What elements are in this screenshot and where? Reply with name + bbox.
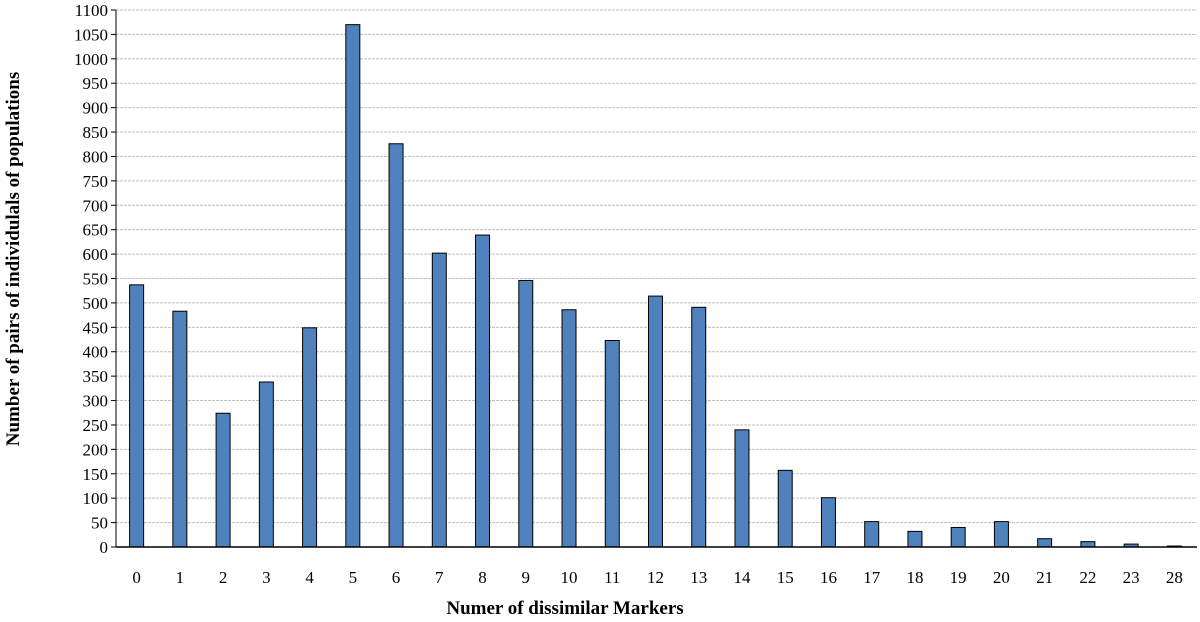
x-tick-label: 3 xyxy=(262,568,271,587)
bar xyxy=(734,429,750,548)
bar xyxy=(648,295,663,548)
bar xyxy=(215,412,231,548)
x-tick-label: 14 xyxy=(733,568,751,587)
y-tick-label: 950 xyxy=(83,74,109,93)
bar xyxy=(691,306,707,548)
bar xyxy=(820,497,836,548)
x-tick-label: 0 xyxy=(132,568,141,587)
bar xyxy=(518,279,534,548)
y-tick-label: 1000 xyxy=(74,50,108,69)
x-tick-label: 22 xyxy=(1079,568,1096,587)
y-tick-label: 500 xyxy=(83,294,109,313)
y-tick-label: 250 xyxy=(83,416,109,435)
x-tick-label: 11 xyxy=(604,568,620,587)
x-tick-label: 23 xyxy=(1123,568,1140,587)
bar xyxy=(129,284,145,548)
bar xyxy=(431,252,447,548)
bar xyxy=(475,234,491,548)
y-tick-label: 1050 xyxy=(74,25,108,44)
bar xyxy=(864,521,880,548)
y-tick-label: 200 xyxy=(83,440,109,459)
bar xyxy=(950,526,966,548)
y-tick-label: 400 xyxy=(83,343,109,362)
bar xyxy=(604,339,620,548)
y-tick-label: 550 xyxy=(83,270,109,289)
x-tick-label: 9 xyxy=(522,568,531,587)
bar xyxy=(172,310,188,548)
x-tick-label: 2 xyxy=(219,568,228,587)
x-tick-label: 16 xyxy=(820,568,837,587)
bar xyxy=(777,469,793,548)
x-tick-label: 20 xyxy=(993,568,1010,587)
y-tick-label: 350 xyxy=(83,367,109,386)
y-tick-label: 800 xyxy=(83,147,109,166)
x-tick-label: 12 xyxy=(647,568,664,587)
x-tick-labels: 0 1 2 3 4 5 6 7 8 9 10 11 12 13 14 15 16 17 18 19 20 21 22 23 28 xyxy=(132,568,1183,587)
y-tick-label: 300 xyxy=(83,392,109,411)
y-tick-label: 650 xyxy=(83,221,109,240)
x-tick-label: 5 xyxy=(349,568,358,587)
x-axis-title: Numer of dissimilar Markers xyxy=(446,598,683,619)
bar xyxy=(1080,541,1096,548)
bar xyxy=(993,521,1009,548)
bar xyxy=(907,530,923,548)
bar xyxy=(1037,538,1053,548)
y-tick-label: 150 xyxy=(83,465,109,484)
gridlines xyxy=(116,9,1197,524)
bars xyxy=(129,24,1182,548)
y-tick-label: 750 xyxy=(83,172,109,191)
y-tick-labels: 0 50 100 150 200 250 300 350 400 450 500 550 600 650 7… xyxy=(74,1,116,557)
y-axis-title: Number of pairs of individulals of popul… xyxy=(3,72,24,446)
x-tick-label: 7 xyxy=(435,568,444,587)
x-tick-label: 28 xyxy=(1166,568,1183,587)
bar xyxy=(345,24,361,548)
x-tick-label: 10 xyxy=(561,568,578,587)
y-tick-label: 50 xyxy=(91,514,108,533)
x-tick-label: 18 xyxy=(906,568,923,587)
x-tick-label: 21 xyxy=(1036,568,1053,587)
y-tick-label: 600 xyxy=(83,245,109,264)
y-tick-label: 700 xyxy=(83,196,109,215)
bar xyxy=(302,327,318,548)
x-tick-label: 19 xyxy=(950,568,967,587)
y-tick-label: 0 xyxy=(100,538,109,557)
y-tick-label: 450 xyxy=(83,318,109,337)
x-tick-label: 8 xyxy=(478,568,487,587)
x-tick-label: 6 xyxy=(392,568,401,587)
x-tick-label: 1 xyxy=(176,568,185,587)
bar xyxy=(258,381,274,548)
bar xyxy=(561,309,577,548)
x-tick-label: 15 xyxy=(777,568,794,587)
y-tick-label: 1100 xyxy=(75,1,108,20)
x-tick-label: 13 xyxy=(690,568,707,587)
x-tick-label: 17 xyxy=(863,568,881,587)
x-tick-label: 4 xyxy=(305,568,314,587)
bar xyxy=(388,143,404,548)
y-tick-label: 900 xyxy=(83,99,109,118)
y-tick-label: 850 xyxy=(83,123,109,142)
y-tick-label: 100 xyxy=(83,489,109,508)
